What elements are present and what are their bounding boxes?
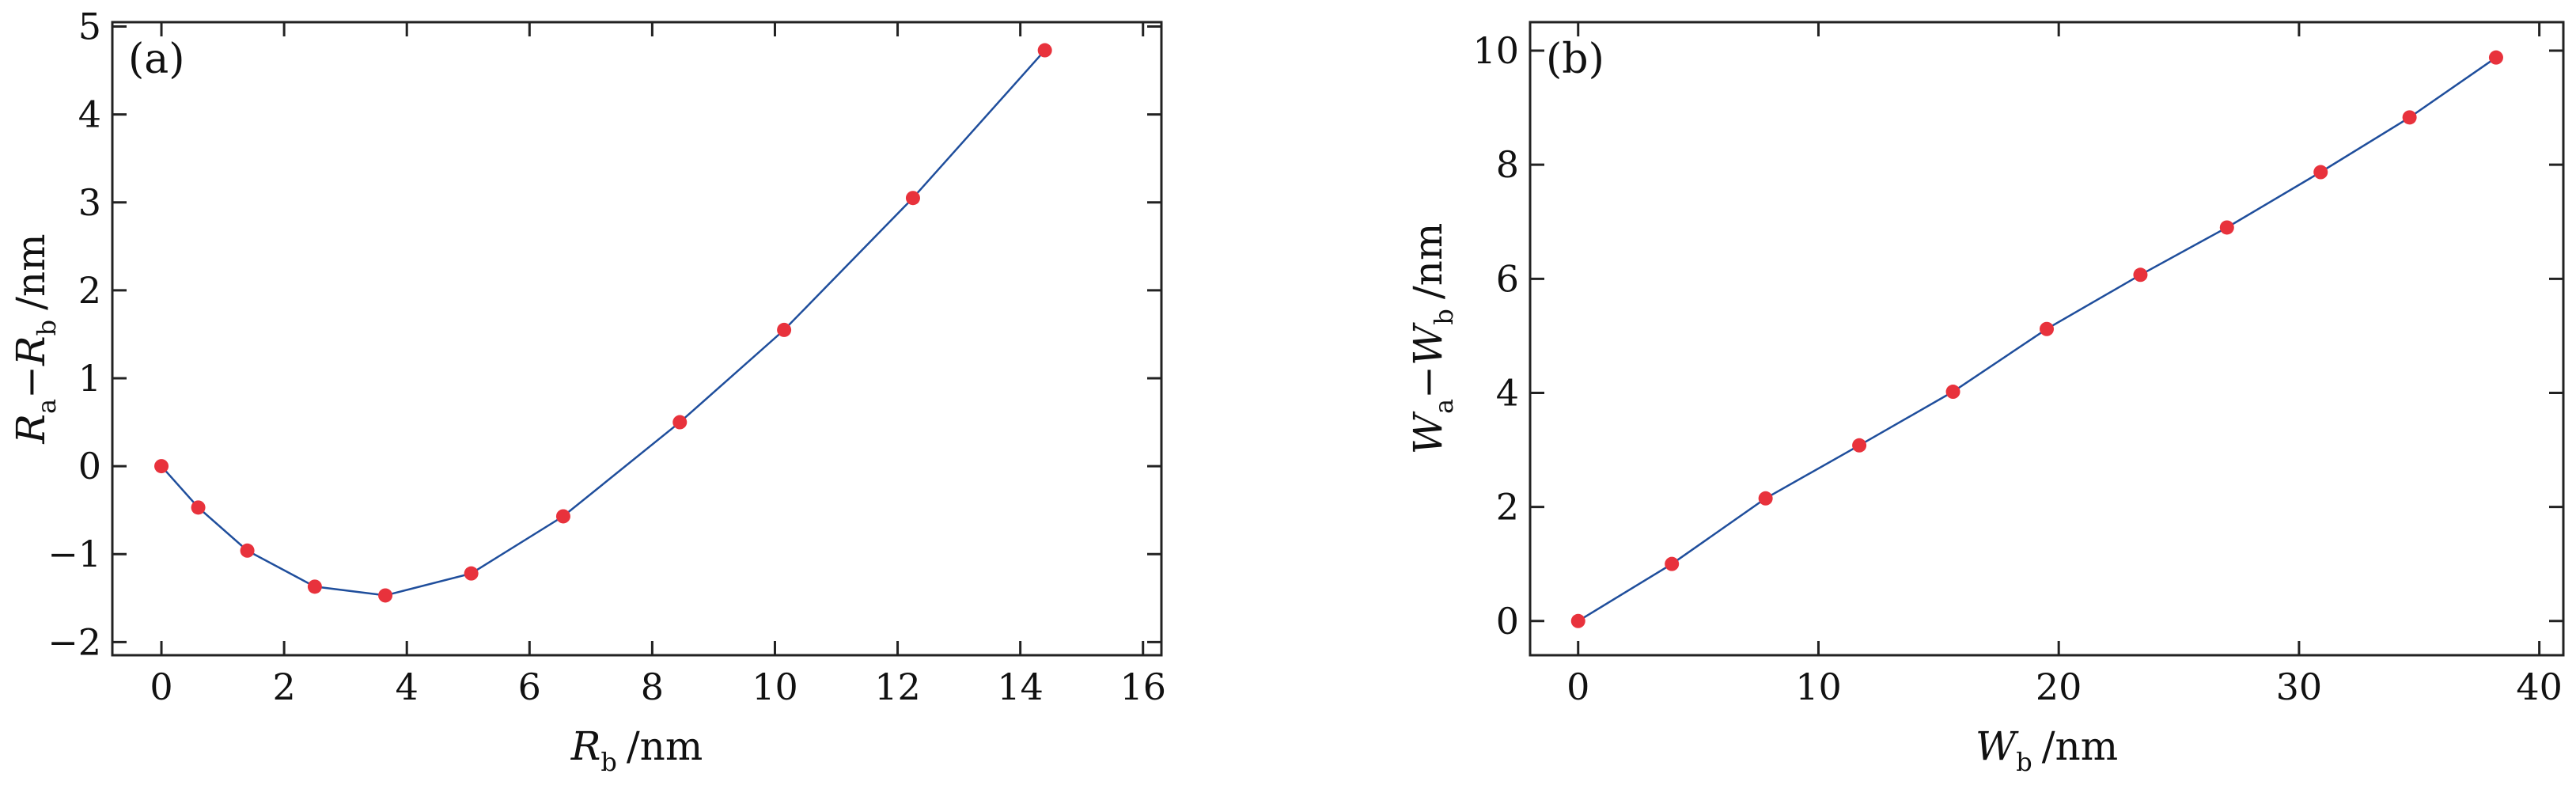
x-axis-label-b: Wb/nm: [1976, 723, 2118, 777]
x-tick-label-b-0: 0: [1566, 666, 1589, 708]
series-line-a-0: [161, 49, 1046, 597]
data-point-b-8: [2313, 165, 2328, 180]
panel-tag-a: (a): [128, 36, 185, 83]
y-tick-label-a-1: −1: [47, 533, 101, 575]
data-point-b-4: [1945, 385, 1960, 400]
x-tick-label-a-7: 14: [997, 666, 1044, 708]
y-tick-label-b-3: 6: [1496, 257, 1519, 300]
y-axis-label-b: Wa−Wb/nm: [1405, 223, 1459, 455]
data-point-b-9: [2402, 110, 2417, 125]
data-point-b-1: [1665, 556, 1680, 571]
series-b: [1570, 50, 2503, 628]
y-tick-label-a-3: 1: [78, 357, 101, 400]
y-tick-label-a-6: 4: [78, 93, 101, 136]
data-point-a-3: [307, 579, 322, 594]
data-point-a-8: [777, 322, 792, 337]
axis-ticks-b: 0 10 20 30 40 0 2 4 6 8 10: [1472, 22, 2563, 708]
x-tick-label-a-6: 12: [874, 666, 921, 708]
data-point-b-7: [2219, 220, 2234, 235]
data-point-b-0: [1570, 613, 1585, 628]
x-tick-label-a-8: 16: [1119, 666, 1166, 708]
data-point-b-2: [1758, 491, 1773, 506]
chart-panel-b: 0 10 20 30 40 0 2 4 6 8 10 (b) Wb/nm Wa−Wb/nm: [1405, 21, 2565, 777]
x-tick-label-a-1: 2: [272, 666, 295, 708]
plot-frame-a: [111, 21, 1163, 657]
y-tick-label-a-7: 5: [78, 6, 101, 48]
x-tick-label-a-4: 8: [641, 666, 664, 708]
series-a: [154, 43, 1052, 603]
data-point-b-3: [1852, 438, 1867, 453]
y-tick-label-a-4: 2: [78, 269, 101, 312]
data-point-a-10: [1037, 43, 1052, 58]
y-axis-label-a: Ra−Rb/nm: [8, 233, 62, 444]
x-tick-label-a-2: 4: [396, 666, 419, 708]
data-point-a-5: [464, 566, 479, 581]
x-tick-label-a-5: 10: [752, 666, 798, 708]
x-tick-label-a-0: 0: [150, 666, 172, 708]
data-point-b-6: [2133, 267, 2148, 283]
y-tick-label-a-0: −2: [47, 620, 101, 663]
data-point-a-2: [240, 543, 255, 558]
y-tick-label-b-4: 8: [1496, 143, 1519, 186]
y-tick-label-b-0: 0: [1496, 600, 1519, 643]
data-point-b-10: [2488, 50, 2503, 65]
x-tick-label-b-2: 20: [2036, 666, 2082, 708]
data-point-a-6: [555, 509, 570, 524]
x-axis-label-a: Rb/nm: [570, 723, 703, 777]
x-tick-label-b-1: 10: [1795, 666, 1842, 708]
data-point-a-7: [672, 415, 688, 430]
series-line-b-0: [1578, 56, 2497, 622]
x-tick-label-b-3: 30: [2276, 666, 2323, 708]
y-tick-label-b-1: 2: [1496, 486, 1519, 529]
x-tick-label-b-4: 40: [2516, 666, 2563, 708]
y-tick-label-b-5: 10: [1472, 29, 1519, 72]
y-tick-label-a-2: 0: [78, 445, 101, 487]
data-point-a-0: [154, 459, 169, 474]
data-point-a-1: [191, 500, 206, 515]
plot-frame-b: [1529, 21, 2565, 657]
y-tick-label-b-2: 4: [1496, 371, 1519, 414]
data-point-b-5: [2040, 321, 2054, 336]
x-tick-label-a-3: 6: [518, 666, 541, 708]
data-point-a-9: [905, 191, 920, 206]
panel-tag-b: (b): [1546, 36, 1604, 83]
data-point-a-4: [378, 588, 393, 603]
y-tick-label-a-5: 3: [78, 181, 101, 224]
